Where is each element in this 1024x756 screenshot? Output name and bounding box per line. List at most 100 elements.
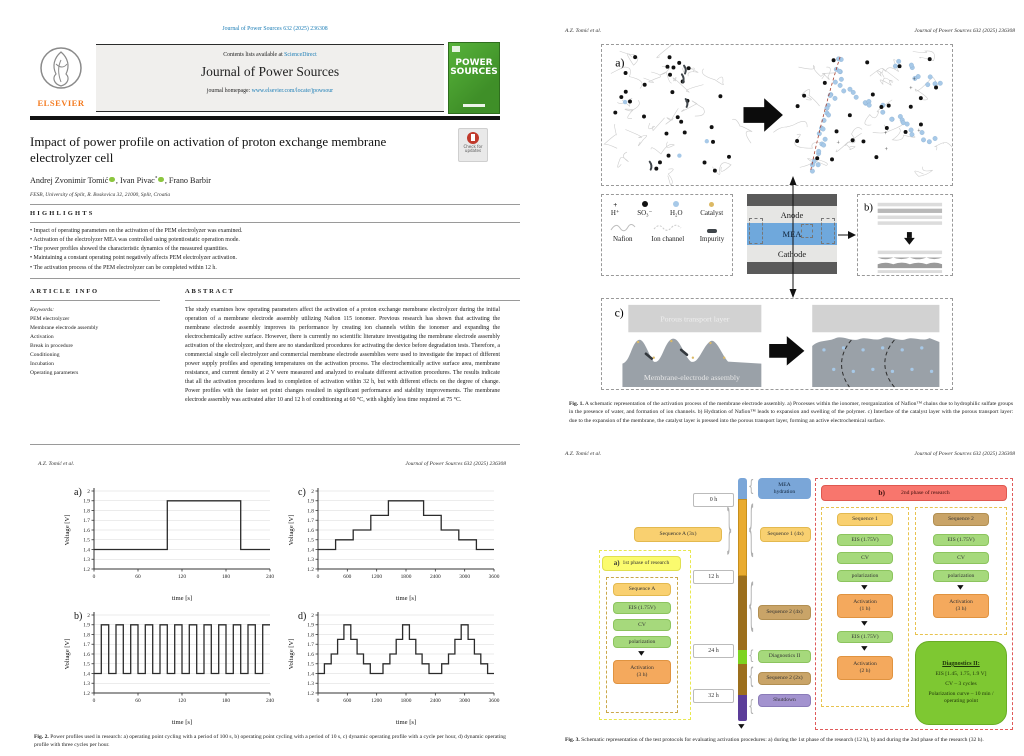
- arrow-to-panel-b-icon: [838, 231, 856, 239]
- svg-text:2400: 2400: [430, 574, 441, 580]
- journal-cover-thumbnail[interactable]: POWER SOURCES: [448, 42, 500, 114]
- svg-text:1.5: 1.5: [83, 662, 90, 668]
- keywords-label: Keywords:: [30, 307, 55, 313]
- seq2-polarization-box: polarization: [933, 570, 989, 582]
- orcid-icon[interactable]: [158, 176, 164, 182]
- svg-text:1.7: 1.7: [83, 518, 90, 524]
- seq2-cv-box: CV: [933, 552, 989, 564]
- svg-text:1.8: 1.8: [83, 508, 90, 514]
- svg-text:1.9: 1.9: [307, 623, 314, 629]
- timeline-segment-diagnostics: [738, 650, 747, 664]
- check-updates-badge[interactable]: Check for updates: [458, 128, 488, 162]
- phase1-dashed-outer: [599, 550, 691, 720]
- highlight-item: The activation process of the PEM electr…: [30, 264, 500, 273]
- keyword: Activation: [30, 333, 54, 340]
- seq2-eis-box: EIS (1.75V): [933, 534, 989, 546]
- svg-text:2400: 2400: [430, 698, 441, 704]
- svg-text:d): d): [298, 611, 306, 622]
- svg-text:Voltage [V]: Voltage [V]: [288, 515, 295, 546]
- svg-text:1.8: 1.8: [83, 632, 90, 638]
- elsevier-logo[interactable]: ELSEVIER: [30, 42, 92, 114]
- ptl-label: Porous transport layer: [660, 315, 729, 324]
- timeline-segment-seq2-2x: [738, 664, 747, 695]
- sciencedirect-link[interactable]: ScienceDirect: [284, 52, 317, 58]
- journal-ref: Journal of Power Sources 632 (2025) 2363…: [914, 28, 1015, 34]
- svg-text:1.3: 1.3: [307, 557, 314, 563]
- svg-text:0: 0: [317, 698, 320, 704]
- flow-arrow-icon: ▼: [861, 645, 868, 652]
- fig3-caption-label: Fig. 3.: [565, 737, 580, 743]
- svg-text:+: +: [884, 131, 888, 137]
- anode-layer: Anode: [747, 206, 837, 223]
- highlight-item: Activation of the electrolyzer MEA was c…: [30, 236, 500, 245]
- svg-text:3000: 3000: [459, 698, 470, 704]
- fig3-caption-text: Schematic representation of the test pro…: [581, 737, 984, 743]
- svg-text:time [s]: time [s]: [172, 719, 192, 726]
- fig1-panel-b-swelling-diagram: b): [857, 194, 953, 276]
- svg-text:1.2: 1.2: [307, 567, 314, 573]
- diagnostics2-detail-box: Diagnostics II: EIS [1.45, 1.75, 1.9 V] …: [915, 641, 1007, 725]
- legend-hplus: + H⁺: [610, 201, 620, 217]
- mea-zoom-region: [749, 218, 763, 244]
- svg-text:1.4: 1.4: [307, 671, 314, 677]
- author-2[interactable]: Ivan Pivac: [120, 176, 155, 185]
- seq2-activation-box: Activation (3 h): [933, 594, 989, 618]
- flow-arrow-icon: ▼: [861, 620, 868, 627]
- running-head: A.Z. Tomić et al.: [565, 28, 602, 34]
- page-2-figure1: A.Z. Tomić et al. Journal of Power Sourc…: [555, 18, 1024, 442]
- panel-c-label: c): [615, 307, 624, 320]
- orcid-icon[interactable]: [109, 176, 115, 182]
- article-title: Impact of power profile on activation of…: [30, 134, 387, 166]
- elsevier-tree-icon: [40, 47, 82, 89]
- timeline-end-arrow-icon: ▼: [738, 723, 745, 730]
- svg-text:Voltage [V]: Voltage [V]: [288, 639, 295, 670]
- journal-ref-link[interactable]: Journal of Power Sources 632 (2025) 2363…: [222, 26, 328, 32]
- svg-text:c): c): [298, 487, 306, 498]
- transition-arrow-icon: [743, 98, 783, 132]
- timeline-segment-phase1: [738, 499, 747, 576]
- svg-text:1.4: 1.4: [83, 547, 90, 553]
- homepage-label: journal homepage:: [206, 88, 251, 94]
- time-0h: 0 h: [693, 493, 734, 507]
- svg-text:1.8: 1.8: [307, 508, 314, 514]
- svg-text:600: 600: [343, 698, 351, 704]
- brace: }: [726, 504, 733, 562]
- sequence1-4x-box: Sequence 1 (4x): [760, 527, 811, 542]
- affiliation: FESB, University of Split, R. Boskovica …: [30, 192, 171, 198]
- cover-bottom-bar: [463, 104, 485, 107]
- journal-header-box: Contents lists available at ScienceDirec…: [96, 44, 444, 112]
- seq1-title-box: Sequence 1: [837, 513, 893, 526]
- chart-a-operating-point-100s: 1.2 1.3 1.4 1.5 1.6 1.7 1.8 1.9 2 0 60 120 180 240 tim…: [60, 481, 278, 603]
- nafion-squiggle-icon: [610, 224, 636, 232]
- svg-text:240: 240: [266, 574, 274, 580]
- author-3[interactable]: Frano Barbir: [168, 176, 211, 185]
- time-12h: 12 h: [693, 570, 734, 584]
- svg-text:Voltage [V]: Voltage [V]: [64, 639, 71, 670]
- svg-text:2: 2: [311, 613, 314, 619]
- homepage-url-link[interactable]: www.elsevier.com/locate/jpowsour: [251, 88, 334, 94]
- fig2-caption: Fig. 2. Power profiles used in research:…: [34, 733, 506, 750]
- svg-text:b): b): [74, 611, 82, 622]
- author-1[interactable]: Andrej Zvonimir Tomić: [30, 176, 109, 185]
- svg-text:time [s]: time [s]: [172, 595, 192, 602]
- running-head: A.Z. Tomić et al.: [565, 451, 602, 457]
- highlight-item: The power profiles showed the characteri…: [30, 245, 500, 254]
- svg-text:1.7: 1.7: [83, 642, 90, 648]
- author-line: Andrej Zvonimir Tomić, Ivan Pivac*, Fran…: [30, 176, 211, 185]
- page-4-figure3: A.Z. Tomić et al. Journal of Power Sourc…: [555, 445, 1024, 756]
- keyword: PEM electrolyzer: [30, 315, 70, 322]
- svg-text:1.6: 1.6: [83, 652, 90, 658]
- cathode-layer: Cathode: [747, 245, 837, 262]
- seqA-eis-box: EIS (1.75V): [613, 602, 671, 614]
- svg-text:1.6: 1.6: [307, 652, 314, 658]
- svg-text:1.4: 1.4: [307, 547, 314, 553]
- highlight-item: Impact of operating parameters on the ac…: [30, 227, 500, 236]
- svg-text:1200: 1200: [371, 698, 382, 704]
- check-updates-icon: [467, 132, 479, 144]
- svg-text:+: +: [909, 86, 913, 92]
- press-arrow-icon: [769, 336, 805, 366]
- legend-h2o: H₂O: [670, 201, 683, 217]
- svg-text:1.6: 1.6: [83, 528, 90, 534]
- svg-text:1.5: 1.5: [307, 538, 314, 544]
- page-1-title: Journal of Power Sources 632 (2025) 2363…: [30, 16, 520, 448]
